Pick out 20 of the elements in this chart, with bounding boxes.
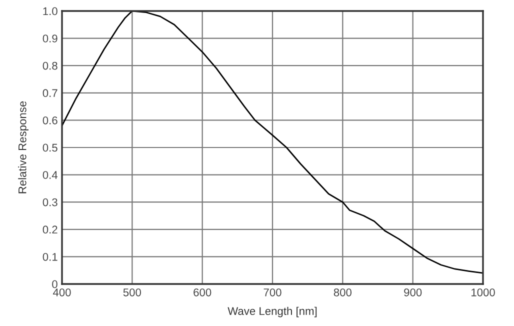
y-tick-label: 1.0 [43,7,58,16]
y-tick-label: 0.8 [42,62,58,70]
y-tick-label: 0.1 [42,252,58,261]
y-tick-label: 0.7 [42,89,58,98]
y-axis-title: Relative Response [18,101,28,194]
x-tick-label: 400 [52,288,71,296]
y-tick-label: 0.5 [42,144,58,152]
y-tick-label: 0.4 [42,171,58,179]
x-axis-title: Wave Length [nm] [228,306,317,318]
x-tick-label: 500 [123,288,141,296]
x-tick-label: 800 [334,288,352,296]
x-tick-label: 1000 [471,288,495,296]
x-tick-label: 700 [264,288,282,296]
x-tick-label: 900 [404,288,422,296]
y-tick-label: 0 [52,280,58,288]
y-tick-label: 0.9 [42,34,58,42]
x-tick-label: 600 [194,288,212,296]
y-tick-label: 0.3 [42,198,58,206]
y-tick-label: 0.2 [42,226,58,234]
y-tick-label: 0.6 [42,116,58,124]
